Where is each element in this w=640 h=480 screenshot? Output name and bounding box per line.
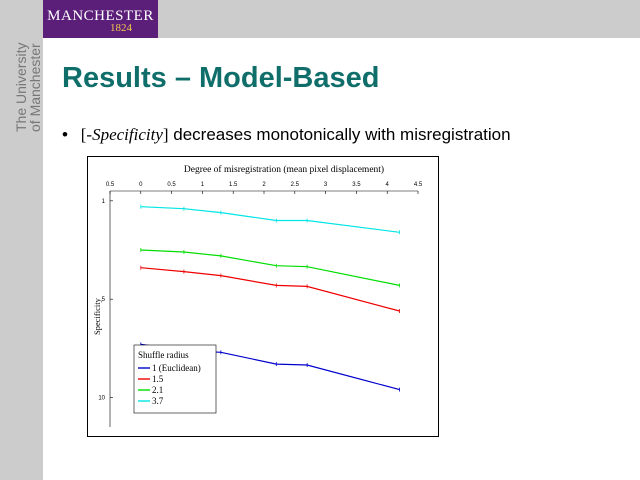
legend-label-3: 3.7 xyxy=(152,396,164,406)
university-wordmark: The University of Manchester xyxy=(4,42,40,132)
slide-title: Results – Model-Based xyxy=(62,62,380,94)
x-tick-label: 2.5 xyxy=(291,182,300,188)
legend-title: Shuffle radius xyxy=(138,350,189,360)
manchester-logo: MANCHESTER 1824 xyxy=(43,0,158,38)
legend-label-0: 1 (Euclidean) xyxy=(152,363,201,373)
chart-title: Degree of misregistration (mean pixel di… xyxy=(184,164,384,175)
y-axis-label: Specificity xyxy=(92,297,102,335)
logo-name: MANCHESTER xyxy=(47,8,154,24)
x-tick-label: 3 xyxy=(324,182,328,188)
series-line-2 xyxy=(140,249,400,286)
y-tick-label: 5 xyxy=(102,297,106,303)
bullet-dot-icon: • xyxy=(62,125,68,144)
legend-label-1: 1.5 xyxy=(152,374,164,384)
legend-label-2: 2.1 xyxy=(152,385,163,395)
x-tick-label: 0.5 xyxy=(167,182,176,188)
university-line2: of Manchester xyxy=(27,43,40,132)
x-tick-label: 0 xyxy=(139,182,143,188)
bullet-point: • [-Specificity] decreases monotonically… xyxy=(62,125,511,145)
x-tick-label: 0.5 xyxy=(106,182,115,188)
series-line-3 xyxy=(140,206,400,233)
bullet-italic: Specificity xyxy=(92,125,163,144)
x-tick-label: 1.5 xyxy=(229,182,238,188)
x-tick-label: 4.5 xyxy=(414,182,423,188)
x-tick-label: 3.5 xyxy=(352,182,361,188)
x-tick-label: 2 xyxy=(262,182,266,188)
left-sidebar xyxy=(0,38,43,480)
specificity-chart: Degree of misregistration (mean pixel di… xyxy=(87,156,439,437)
x-tick-label: 1 xyxy=(201,182,205,188)
logo-year: 1824 xyxy=(110,22,132,34)
y-tick-label: 1 xyxy=(102,199,106,205)
bullet-text: decreases monotonically with misregistra… xyxy=(168,125,511,144)
chart-svg: Degree of misregistration (mean pixel di… xyxy=(92,164,423,427)
university-line1: The University xyxy=(13,43,29,132)
bullet-suffix: ] xyxy=(162,125,169,144)
bullet-prefix: [- xyxy=(80,125,93,144)
y-tick-label: 10 xyxy=(98,396,105,402)
series-line-1 xyxy=(140,267,400,312)
x-tick-label: 4 xyxy=(386,182,390,188)
